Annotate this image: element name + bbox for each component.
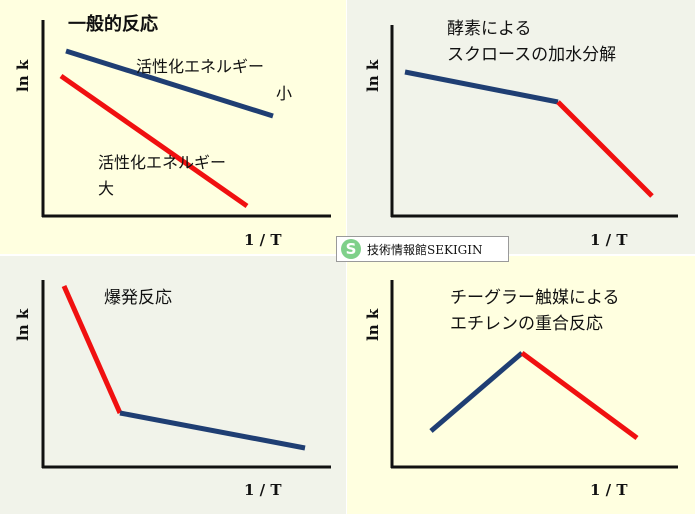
panel-title-line-2: エチレンの重合反応 bbox=[450, 314, 603, 334]
panel-explosive-reaction: 爆発反応 ln k 1 / T bbox=[0, 256, 346, 514]
x-axis-label: 1 / T bbox=[244, 481, 282, 499]
x-axis-label: 1 / T bbox=[244, 231, 282, 249]
low-energy-label-small: 小 bbox=[276, 84, 293, 103]
falling-segment bbox=[520, 350, 639, 441]
rising-segment bbox=[429, 351, 524, 433]
panel-title: 一般的反応 bbox=[68, 14, 158, 35]
x-axis-label: 1 / T bbox=[590, 231, 628, 249]
panel-title-line-1: 酵素による bbox=[447, 19, 532, 39]
panel-general-plot bbox=[41, 20, 331, 218]
high-temperature-segment bbox=[556, 100, 654, 198]
panel-enzyme-plot bbox=[390, 25, 678, 218]
source-badge-text: 技術情報館SEKIGIN bbox=[367, 243, 483, 257]
low-energy-label: 活性化エネルギー bbox=[136, 57, 265, 76]
panel-title-line-1: チーグラー触媒による bbox=[450, 288, 620, 308]
high-energy-label-large: 大 bbox=[98, 179, 115, 198]
y-axis-label: ln k bbox=[364, 308, 382, 341]
panel-general-reaction: 一般的反応 ln k 1 / T 活性化エネルギー 小 活性化エネルギー 大 bbox=[0, 0, 346, 254]
high-energy-label: 活性化エネルギー bbox=[98, 153, 227, 172]
source-badge: S 技術情報館SEKIGIN bbox=[336, 236, 509, 262]
explosive-shallow-segment bbox=[119, 410, 306, 451]
panel-title: 爆発反応 bbox=[104, 288, 172, 308]
low-activation-energy-line bbox=[65, 48, 274, 119]
panel-explosive-plot bbox=[41, 280, 331, 469]
high-activation-energy-line bbox=[59, 73, 249, 209]
panel-enzyme-hydrolysis: 酵素による スクロースの加水分解 ln k 1 / T bbox=[347, 0, 695, 254]
x-axis-label: 1 / T bbox=[590, 481, 628, 499]
y-axis-label: ln k bbox=[14, 308, 32, 341]
explosive-steep-segment bbox=[61, 284, 123, 415]
y-axis-label: ln k bbox=[364, 59, 382, 92]
y-axis-label: ln k bbox=[14, 59, 32, 92]
panel-ziegler-polymerization: チーグラー触媒による エチレンの重合反応 ln k 1 / T bbox=[347, 256, 695, 514]
low-temperature-segment bbox=[404, 69, 559, 105]
sekigin-logo-icon: S bbox=[341, 239, 361, 259]
panel-title-line-2: スクロースの加水分解 bbox=[447, 45, 617, 65]
panel-ziegler-plot bbox=[390, 280, 678, 469]
